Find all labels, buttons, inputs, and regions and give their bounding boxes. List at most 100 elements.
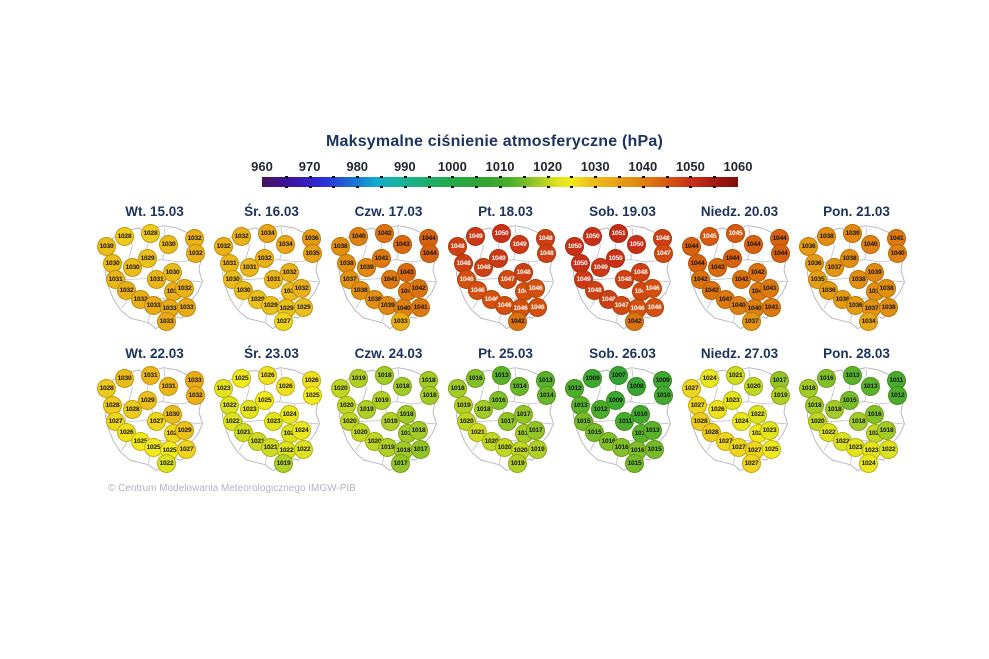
map-panel: Pt. 18.03 1049 1050 1048 1049 1048 1048 1048 10… bbox=[447, 203, 564, 338]
station-pressure-value: 1030 bbox=[122, 258, 142, 278]
station-pressure-value: 1038 bbox=[816, 226, 836, 246]
station-pressure-value: 1014 bbox=[536, 386, 556, 406]
colorbar-tick-label: 960 bbox=[251, 159, 273, 174]
map-title: Pt. 18.03 bbox=[478, 204, 533, 219]
map-title: Czw. 17.03 bbox=[354, 204, 423, 219]
map-title: Wt. 22.03 bbox=[125, 346, 184, 361]
station-pressure-value: 1049 bbox=[510, 234, 530, 254]
station-pressure-value: 1032 bbox=[254, 248, 274, 268]
colorbar-tick-label: 970 bbox=[298, 159, 321, 174]
poland-map: 1019 1018 1020 1018 1018 1018 1020 1019 1019 1018… bbox=[330, 363, 447, 480]
station-pressure-value: 1018 bbox=[448, 379, 468, 399]
station-pressure-value: 1019 bbox=[273, 454, 293, 474]
station-pressure-value: 1038 bbox=[839, 248, 859, 268]
station-pressure-value: 1039 bbox=[843, 224, 863, 244]
station-pressure-value: 1031 bbox=[159, 376, 179, 396]
station-pressure-value: 1033 bbox=[156, 312, 176, 332]
station-pressure-value: 1033 bbox=[143, 295, 163, 315]
station-pressure-value: 1031 bbox=[141, 366, 161, 386]
station-pressure-value: 1014 bbox=[510, 376, 530, 396]
station-pressure-value: 1016 bbox=[488, 390, 508, 410]
map-panel: Sob. 26.03 1009 1007 1012 1008 1009 1010 1013 1… bbox=[564, 345, 681, 480]
colorbar-tick bbox=[475, 186, 479, 188]
station-pressure-value: 1020 bbox=[331, 379, 351, 399]
station-pressure-value: 1017 bbox=[769, 371, 789, 391]
station-pressure-value: 1029 bbox=[293, 298, 313, 318]
colorbar-tick-label: 990 bbox=[393, 159, 416, 174]
station-pressure-value: 1023 bbox=[239, 400, 259, 420]
station-pressure-value: 1044 bbox=[418, 229, 438, 249]
station-pressure-value: 1034 bbox=[276, 234, 296, 254]
station-pressure-value: 1031 bbox=[264, 270, 284, 289]
poland-map: 1009 1007 1012 1008 1009 1010 1013 1009 1012 1010… bbox=[564, 363, 681, 480]
station-pressure-value: 1029 bbox=[137, 248, 157, 268]
station-pressure-value: 1018 bbox=[393, 376, 413, 396]
station-pressure-value: 1024 bbox=[279, 404, 299, 424]
colorbar-gradient bbox=[262, 176, 738, 188]
station-pressure-value: 1013 bbox=[643, 421, 663, 441]
colorbar-tick bbox=[522, 186, 526, 188]
station-pressure-value: 1017 bbox=[513, 404, 533, 424]
colorbar-tick bbox=[665, 176, 669, 178]
station-pressure-value: 1023 bbox=[845, 437, 865, 457]
station-pressure-value: 1016 bbox=[864, 404, 884, 424]
station-pressure-value: 1043 bbox=[393, 234, 413, 254]
station-pressure-value: 1044 bbox=[682, 237, 702, 257]
map-panel: Sob. 19.03 1050 1051 1050 1050 1048 1047 1050 1… bbox=[564, 203, 681, 338]
colorbar-tick bbox=[332, 176, 336, 178]
station-pressure-value: 1026 bbox=[276, 376, 296, 396]
station-pressure-value: 1051 bbox=[609, 224, 629, 244]
station-pressure-value: 1018 bbox=[409, 421, 429, 441]
station-pressure-value: 1022 bbox=[878, 440, 898, 460]
station-pressure-value: 1030 bbox=[97, 237, 117, 257]
station-pressure-value: 1045 bbox=[699, 226, 719, 246]
station-pressure-value: 1020 bbox=[494, 437, 514, 457]
station-pressure-value: 1047 bbox=[611, 295, 631, 315]
map-panel: Pon. 28.03 1016 1013 1018 1013 1011 1012 1018 1… bbox=[798, 345, 915, 480]
colorbar-tick bbox=[713, 186, 717, 188]
colorbar-tick bbox=[546, 176, 550, 178]
station-pressure-value: 1031 bbox=[147, 270, 167, 289]
station-pressure-value: 1041 bbox=[381, 270, 401, 289]
station-pressure-value: 1047 bbox=[498, 270, 518, 289]
station-pressure-value: 1032 bbox=[175, 279, 195, 299]
station-pressure-value: 1050 bbox=[565, 237, 585, 257]
station-pressure-value: 1041 bbox=[371, 248, 391, 268]
station-pressure-value: 1016 bbox=[816, 368, 836, 388]
station-pressure-value: 1019 bbox=[527, 440, 547, 460]
station-pressure-value: 1049 bbox=[488, 248, 508, 268]
station-pressure-value: 1018 bbox=[804, 395, 824, 415]
map-title: Śr. 23.03 bbox=[244, 346, 299, 361]
station-pressure-value: 1025 bbox=[302, 386, 322, 406]
station-pressure-value: 1028 bbox=[122, 400, 142, 420]
station-pressure-value: 1025 bbox=[143, 437, 163, 457]
station-pressure-value: 1013 bbox=[843, 366, 863, 386]
station-pressure-value: 1049 bbox=[465, 226, 485, 246]
map-title: Sob. 26.03 bbox=[589, 346, 656, 361]
station-pressure-value: 1019 bbox=[348, 368, 368, 388]
map-title: Sob. 19.03 bbox=[589, 204, 656, 219]
station-pressure-value: 1018 bbox=[419, 386, 439, 406]
station-pressure-value: 1015 bbox=[624, 454, 644, 474]
station-pressure-value: 1032 bbox=[231, 226, 251, 246]
station-pressure-value: 1050 bbox=[605, 248, 625, 268]
station-pressure-value: 1022 bbox=[747, 404, 767, 424]
colorbar-tick bbox=[427, 176, 431, 178]
station-pressure-value: 1048 bbox=[630, 262, 650, 282]
poland-map: 1024 1021 1027 1020 1017 1019 1027 1023 1026 1022… bbox=[681, 363, 798, 480]
station-pressure-value: 1039 bbox=[377, 295, 397, 315]
colorbar-tick bbox=[570, 176, 574, 178]
station-pressure-value: 1042 bbox=[375, 224, 395, 244]
station-pressure-value: 1026 bbox=[258, 366, 278, 386]
station-pressure-value: 1042 bbox=[409, 279, 429, 299]
station-pressure-value: 1046 bbox=[644, 298, 664, 318]
station-pressure-value: 1038 bbox=[336, 253, 356, 273]
station-pressure-value: 1030 bbox=[162, 404, 182, 424]
station-pressure-value: 1042 bbox=[732, 270, 752, 289]
map-panel: Wt. 15.03 1028 1028 1030 1030 1032 1032 1030 10… bbox=[96, 203, 213, 338]
station-pressure-value: 1037 bbox=[824, 258, 844, 278]
station-pressure-value: 1038 bbox=[878, 298, 898, 318]
station-pressure-value: 1043 bbox=[707, 258, 727, 278]
station-pressure-value: 1028 bbox=[97, 379, 117, 399]
